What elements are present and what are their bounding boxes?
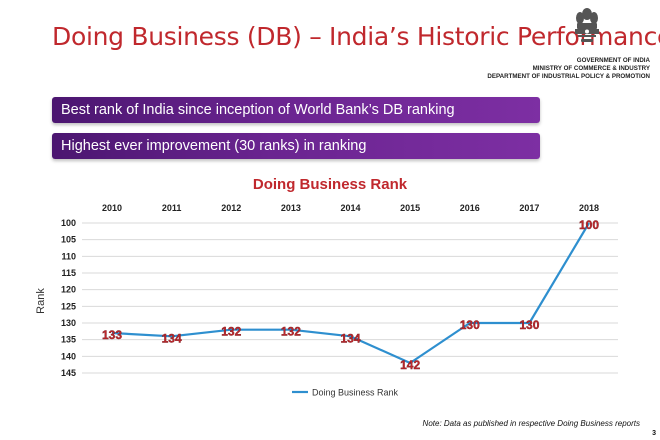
x-tick-label-2011: 2011 [162, 203, 182, 213]
rank-line-chart: 100 105 110 115 120 125 130 135 140 145 2010 2011 20… [35, 203, 618, 398]
y-axis-label: Rank [35, 288, 47, 314]
data-label-2014: 134 [340, 331, 360, 345]
x-tick-label-2012: 2012 [221, 203, 241, 213]
organization-block: GOVERNMENT OF INDIA MINISTRY OF COMMERCE… [450, 57, 650, 81]
page-number: 3 [652, 430, 656, 437]
legend-label-doing-business-rank: Doing Business Rank [312, 388, 399, 398]
series-line-doing-business-rank [111, 222, 590, 365]
data-label-2017: 130 [519, 318, 539, 332]
org-line-government: GOVERNMENT OF INDIA [576, 57, 650, 64]
x-tick-label-2016: 2016 [460, 203, 480, 213]
x-tick-label-2013: 2013 [281, 203, 301, 213]
y-tick-label-140: 140 [61, 351, 76, 361]
data-label-2013: 132 [281, 325, 301, 339]
org-line-ministry: MINISTRY OF COMMERCE & INDUSTRY [532, 65, 650, 72]
y-tick-label-125: 125 [61, 301, 76, 311]
data-label-2010: 133 [102, 328, 122, 342]
highlight-bar-improvement: Highest ever improvement (30 ranks) in r… [52, 133, 540, 159]
data-label-2011: 134 [162, 331, 182, 345]
x-tick-label-2014: 2014 [340, 203, 360, 213]
data-label-2012: 132 [221, 325, 241, 339]
x-tick-label-2017: 2017 [519, 203, 539, 213]
y-tick-label-110: 110 [61, 251, 76, 261]
org-line-department: DEPARTMENT OF INDUSTRIAL POLICY & PROMOT… [487, 73, 650, 80]
y-tick-label-105: 105 [61, 235, 76, 245]
y-tick-label-120: 120 [61, 285, 76, 295]
x-tick-label-2018: 2018 [579, 203, 599, 213]
y-tick-label-135: 135 [61, 335, 76, 345]
data-source-note: Note: Data as published in respective Do… [422, 419, 640, 428]
x-tick-label-2015: 2015 [400, 203, 420, 213]
chart-title: Doing Business Rank [252, 176, 408, 193]
y-tick-label-145: 145 [61, 368, 76, 378]
data-label-2015: 142 [400, 358, 420, 372]
national-emblem-icon [575, 8, 599, 42]
y-tick-label-115: 115 [61, 268, 76, 278]
y-tick-label-100: 100 [61, 218, 76, 228]
y-tick-label-130: 130 [61, 318, 76, 328]
data-label-2016: 130 [460, 318, 480, 332]
highlight-bar-best-rank: Best rank of India since inception of Wo… [52, 97, 540, 123]
data-label-2018: 100 [579, 218, 599, 232]
page-title: Doing Business (DB) – India’s Historic P… [52, 22, 660, 51]
x-tick-label-2010: 2010 [102, 203, 122, 213]
